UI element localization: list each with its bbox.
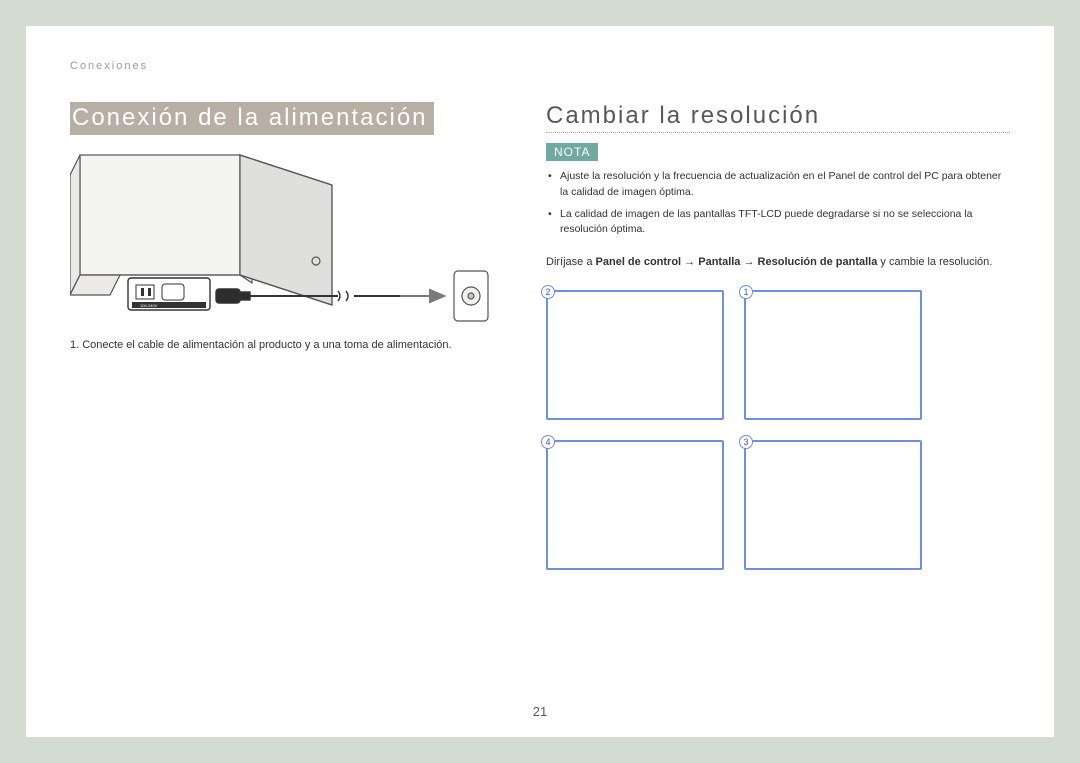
- arrow-icon: →: [740, 256, 757, 268]
- arrow-icon: →: [681, 256, 698, 268]
- manual-page: Conexiones Conexión de la alimentación: [26, 26, 1054, 737]
- svg-text:100-240V: 100-240V: [140, 303, 158, 308]
- path-prefix: Diríjase a: [546, 256, 596, 268]
- note-item: La calidad de imagen de las pantallas TF…: [546, 207, 1010, 239]
- step-number-badge: 4: [541, 435, 555, 449]
- resolution-steps-grid: 2 1 4 3: [546, 290, 946, 570]
- path-pantalla: Pantalla: [698, 256, 740, 268]
- resolution-step-box: 2: [546, 290, 724, 420]
- nota-badge: NOTA: [546, 143, 598, 161]
- step-1-text: 1. Conecte el cable de alimentación al p…: [70, 337, 498, 354]
- navigation-path-text: Diríjase a Panel de control → Pantalla →…: [546, 254, 1010, 272]
- resolution-step-box: 1: [744, 290, 922, 420]
- path-resolucion: Resolución de pantalla: [758, 256, 878, 268]
- resolution-step-box: 4: [546, 440, 724, 570]
- heading-underline: [546, 132, 1010, 133]
- right-column: Cambiar la resolución NOTA Ajuste la res…: [546, 102, 1010, 570]
- page-number: 21: [533, 704, 547, 719]
- path-suffix: y cambie la resolución.: [877, 256, 992, 268]
- power-connection-diagram: 100-240V: [70, 145, 498, 323]
- step-number-badge: 3: [739, 435, 753, 449]
- breadcrumb: Conexiones: [70, 60, 1010, 72]
- note-list: Ajuste la resolución y la frecuencia de …: [546, 169, 1010, 238]
- path-panel: Panel de control: [596, 256, 682, 268]
- section-heading-power: Conexión de la alimentación: [70, 102, 434, 135]
- step-number-badge: 2: [541, 285, 555, 299]
- two-column-layout: Conexión de la alimentación: [70, 102, 1010, 570]
- note-item: Ajuste la resolución y la frecuencia de …: [546, 169, 1010, 201]
- resolution-step-box: 3: [744, 440, 922, 570]
- step-number-badge: 1: [739, 285, 753, 299]
- left-column: Conexión de la alimentación: [70, 102, 498, 570]
- section-heading-resolution: Cambiar la resolución: [546, 102, 1010, 130]
